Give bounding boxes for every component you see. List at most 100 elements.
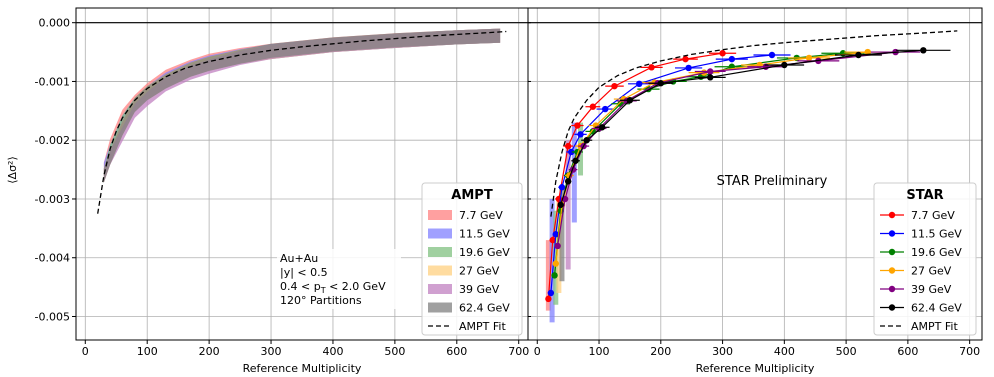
legend-entry-label: 19.6 GeV xyxy=(911,246,962,259)
ampt-band-5 xyxy=(103,28,501,183)
y-axis-label: ⟨Δσ²⟩ xyxy=(6,156,19,184)
star-point xyxy=(552,231,559,238)
legend-entry-label: 7.7 GeV xyxy=(911,209,955,222)
x-tick-label: 300 xyxy=(712,345,733,358)
star-point xyxy=(577,131,584,138)
star-point xyxy=(554,242,561,250)
star-series-line-3 xyxy=(555,51,868,264)
legend-entry-label: 62.4 GeV xyxy=(459,302,510,315)
legend-swatch xyxy=(428,284,452,294)
x-tick-label: 500 xyxy=(384,345,405,358)
star-preliminary-label: STAR Preliminary xyxy=(717,174,828,189)
star-point xyxy=(728,55,736,63)
legend-entry-label: 11.5 GeV xyxy=(911,228,962,241)
legend-box xyxy=(873,182,977,336)
star-point xyxy=(549,236,556,244)
x-tick-label: 300 xyxy=(261,345,282,358)
legend-entry-label: 19.6 GeV xyxy=(459,246,510,259)
y-tick-label: -0.002 xyxy=(35,134,70,147)
legend-swatch-marker xyxy=(888,248,896,256)
legend-entry-label: 62.4 GeV xyxy=(911,302,962,315)
x-tick-label: 700 xyxy=(959,345,980,358)
star-point xyxy=(574,122,581,129)
star-point xyxy=(657,80,665,87)
legend-swatch xyxy=(428,247,452,257)
info-annotation-line: |y| < 0.5 xyxy=(280,266,328,279)
info-annotation-box xyxy=(277,249,401,309)
ampt-fit-line xyxy=(97,30,507,214)
legend-ampt: AMPT 7.7 GeV 11.5 GeV 19.6 GeV 27 GeV 39 GeV 6… xyxy=(421,182,523,336)
star-point xyxy=(719,50,726,57)
y-tick-label: -0.004 xyxy=(35,252,70,265)
star-point xyxy=(781,61,788,69)
x-tick-label: 600 xyxy=(897,345,918,358)
y-tick-label: -0.003 xyxy=(35,193,70,206)
x-tick-label: 600 xyxy=(446,345,467,358)
x-tick-label: 100 xyxy=(137,345,158,358)
star-sys-band-5 xyxy=(565,140,571,270)
star-point xyxy=(547,289,555,297)
x-tick-label: 0 xyxy=(534,345,541,358)
star-point xyxy=(557,207,564,214)
star-sys-band-0 xyxy=(545,240,551,311)
star-point xyxy=(552,260,559,267)
star-point xyxy=(551,272,558,279)
x-axis-label: Reference Multiplicity xyxy=(696,362,815,375)
star-point xyxy=(648,64,655,71)
legend-fit-label: AMPT Fit xyxy=(911,320,958,333)
star-point xyxy=(768,51,776,59)
star-point xyxy=(635,80,643,88)
y-tick-label: 0.000 xyxy=(39,17,71,30)
star-point xyxy=(598,124,606,131)
star-point xyxy=(558,184,566,191)
legend-entry-label: 27 GeV xyxy=(911,265,952,278)
star-series-line-2 xyxy=(554,52,844,276)
y-tick-label: -0.001 xyxy=(35,75,70,88)
legend-box xyxy=(421,182,523,336)
legend-star: STAR 7.7 GeV 11.5 GeV 19.6 GeV 27 GeV 39 GeV 6… xyxy=(873,182,977,336)
star-point xyxy=(583,137,590,144)
legend-entry-label: 39 GeV xyxy=(911,283,952,296)
legend-fit-label: AMPT Fit xyxy=(459,320,506,333)
star-point xyxy=(545,295,552,303)
star-point xyxy=(568,148,575,156)
star-point xyxy=(805,54,813,62)
x-tick-label: 500 xyxy=(836,345,857,358)
legend-entry-label: 39 GeV xyxy=(459,283,500,296)
star-point xyxy=(855,51,862,59)
y-tick-label: -0.005 xyxy=(35,310,70,323)
star-sys-band-1 xyxy=(549,198,555,323)
star-point xyxy=(602,105,609,113)
star-point xyxy=(685,64,692,72)
panel-star: 0 100 200 300 400 500 600 700 Reference Multipli… xyxy=(527,7,983,375)
star-point xyxy=(611,82,618,90)
star-series-line-0 xyxy=(547,52,723,299)
x-tick-label: 200 xyxy=(199,345,220,358)
legend-title: STAR xyxy=(906,188,943,203)
legend-swatch-marker xyxy=(888,304,896,311)
star-point xyxy=(707,68,714,75)
x-tick-label: 400 xyxy=(774,345,795,358)
star-point xyxy=(564,178,572,185)
legend-swatch xyxy=(428,210,452,220)
legend-swatch-marker xyxy=(888,267,896,274)
x-tick-label: 200 xyxy=(650,345,671,358)
legend-entry-label: 27 GeV xyxy=(459,265,500,278)
legend-swatch-marker xyxy=(888,211,896,219)
star-point xyxy=(707,74,714,81)
x-tick-label: 100 xyxy=(589,345,610,358)
x-tick-label: 700 xyxy=(508,345,529,358)
legend-entry-label: 11.5 GeV xyxy=(459,228,510,241)
legend-title: AMPT xyxy=(451,188,493,203)
x-tick-label: 0 xyxy=(82,345,89,358)
legend-swatch-marker xyxy=(888,285,896,293)
info-annotation-line: 0.4 < pT < 2.0 GeV xyxy=(280,280,386,295)
info-annotation-line: 120° Partitions xyxy=(280,294,362,307)
star-point xyxy=(920,47,927,54)
x-tick-label: 400 xyxy=(322,345,343,358)
star-point xyxy=(682,55,689,63)
legend-swatch xyxy=(428,302,452,313)
star-point xyxy=(572,157,579,164)
info-annotation-line: Au+Au xyxy=(280,252,318,265)
